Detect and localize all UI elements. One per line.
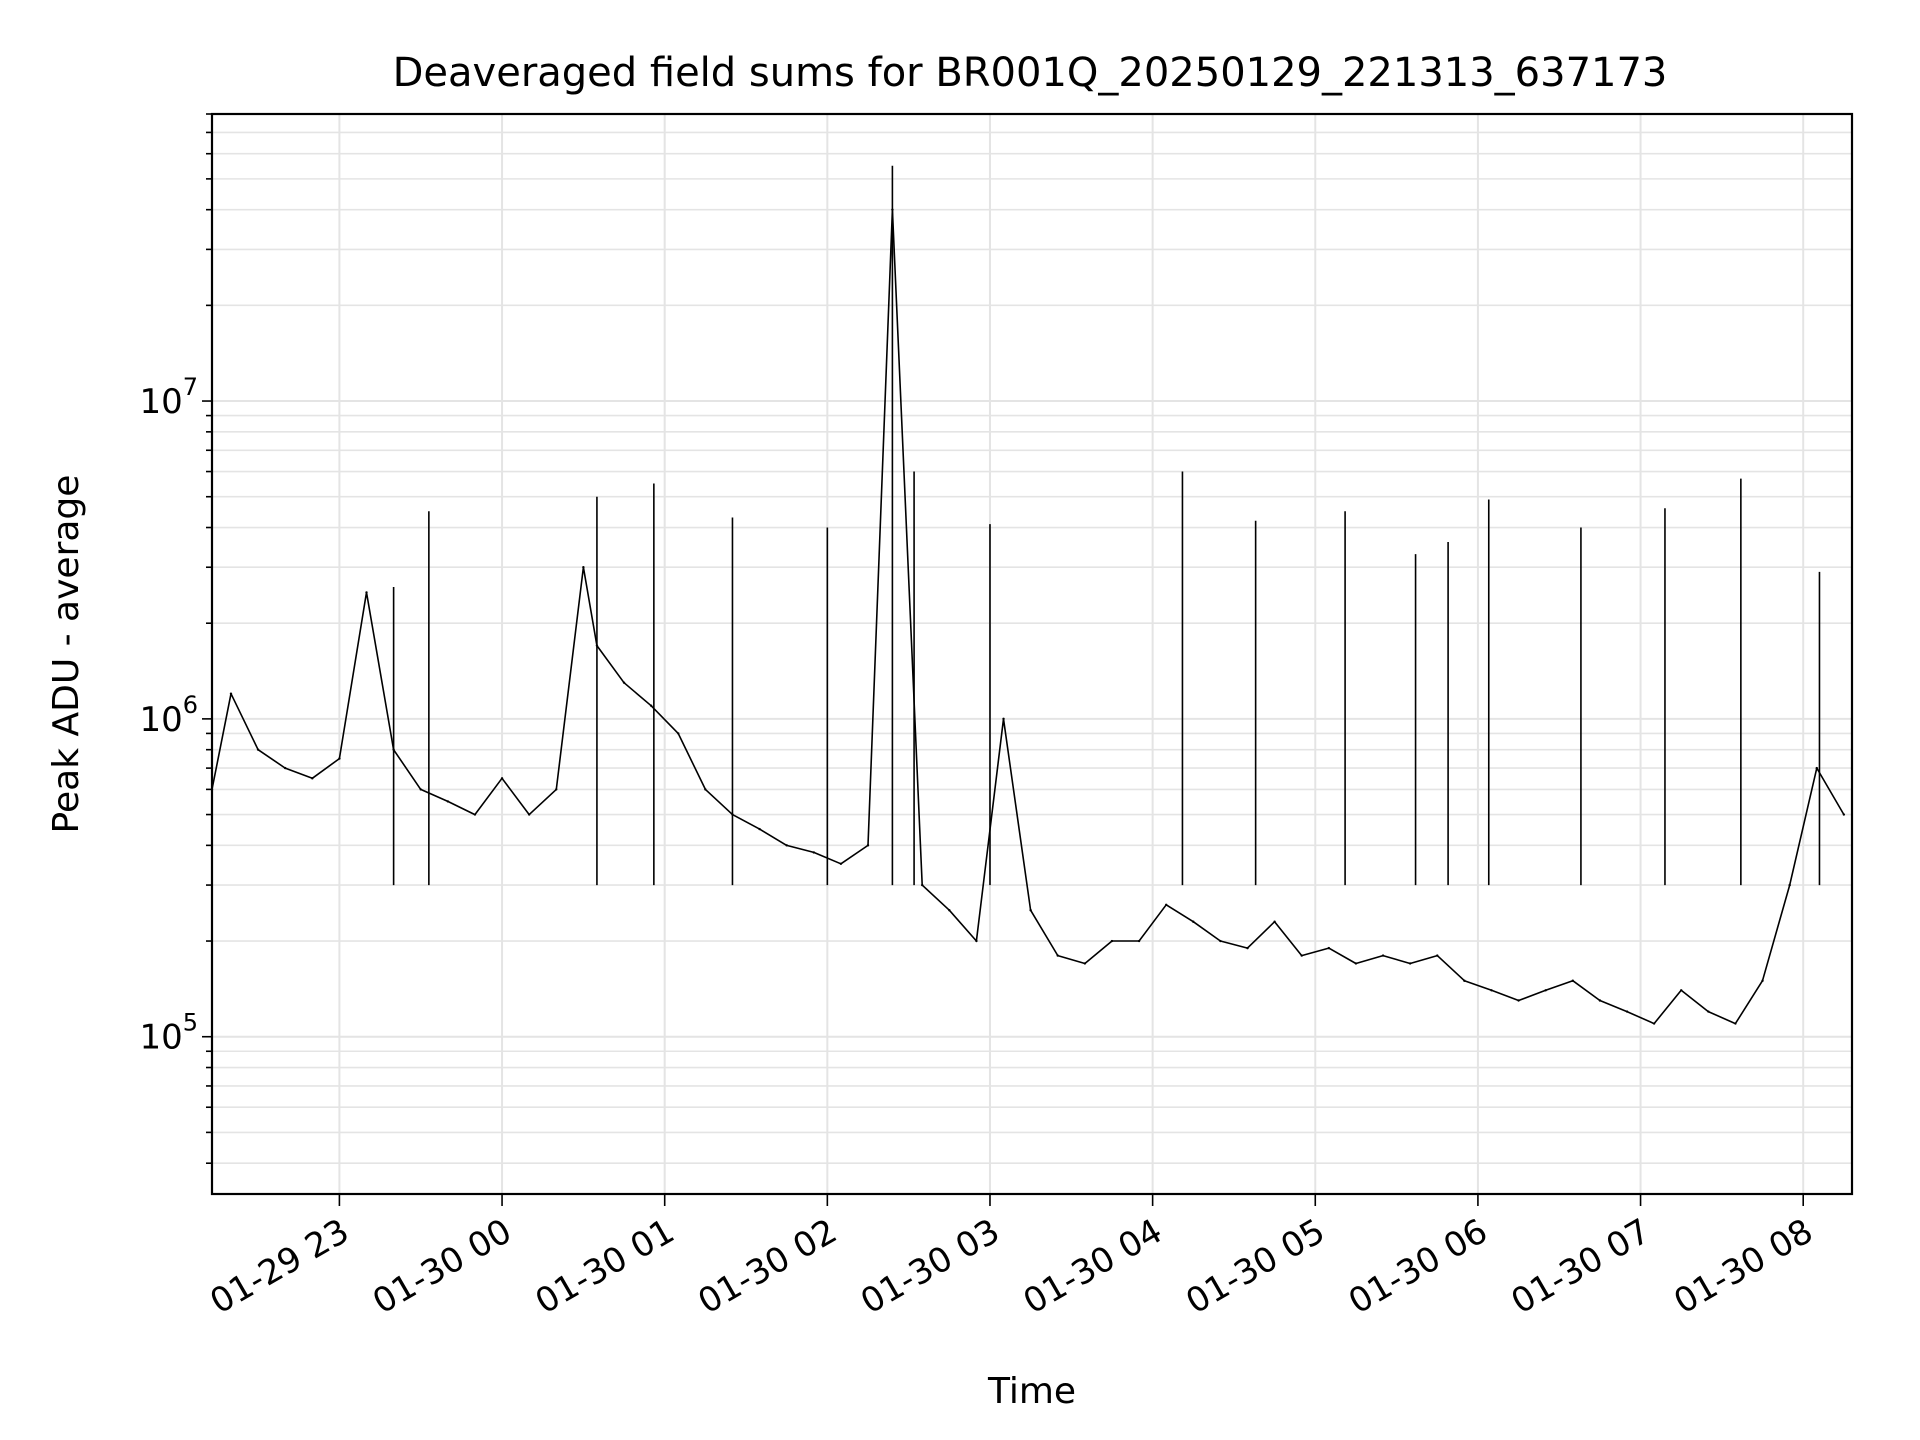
- data-point: [975, 939, 978, 943]
- data-point: [338, 757, 341, 760]
- data-point: [649, 704, 653, 707]
- data-point: [555, 788, 558, 791]
- data-point: [839, 862, 843, 865]
- data-point: [1842, 813, 1846, 816]
- data-point: [419, 788, 422, 791]
- data-point: [1110, 939, 1114, 943]
- data-point: [1734, 1022, 1737, 1025]
- series-group: [210, 165, 1846, 1025]
- data-point: [1327, 946, 1331, 950]
- data-point: [256, 748, 260, 751]
- y-tick-exponent: 5: [183, 1009, 198, 1037]
- data-point: [582, 566, 585, 569]
- data-point: [1083, 962, 1087, 965]
- data-point: [1436, 954, 1439, 957]
- data-point: [229, 692, 233, 695]
- data-point: [812, 851, 815, 854]
- data-point: [1002, 717, 1005, 721]
- data-point: [527, 813, 531, 816]
- data-point: [1544, 989, 1547, 992]
- data-point: [365, 591, 368, 594]
- y-tick-exponent: 7: [183, 373, 198, 401]
- data-point: [1300, 954, 1303, 957]
- y-tick-base: 10: [139, 1018, 182, 1058]
- data-point: [1571, 979, 1574, 982]
- series-line: [211, 208, 1845, 1025]
- data-point: [1219, 939, 1222, 943]
- data-point: [1354, 962, 1358, 965]
- data-point: [1652, 1022, 1656, 1025]
- data-point: [1463, 979, 1466, 982]
- data-point: [1137, 939, 1141, 943]
- data-point: [1707, 1010, 1710, 1013]
- data-point: [1761, 979, 1764, 982]
- data-point: [921, 883, 924, 887]
- data-point: [500, 777, 504, 780]
- data-point: [1680, 989, 1683, 992]
- data-point: [622, 681, 626, 684]
- plot-frame: [210, 112, 1854, 1196]
- data-point: [785, 844, 788, 847]
- y-tick-base: 10: [139, 382, 182, 422]
- data-point: [311, 777, 314, 780]
- data-point: [677, 732, 680, 735]
- data-point: [1029, 909, 1032, 912]
- data-point: [866, 844, 870, 847]
- data-point: [1490, 989, 1493, 992]
- data-point: [1815, 766, 1818, 770]
- data-point: [758, 827, 761, 831]
- data-point: [1192, 920, 1195, 923]
- data-point: [446, 800, 450, 803]
- grid: [212, 113, 1852, 1194]
- y-tick-exponent: 6: [183, 691, 198, 719]
- data-point: [1246, 946, 1249, 950]
- x-axis-label: Time: [987, 1371, 1076, 1412]
- data-point: [1598, 999, 1602, 1002]
- data-point: [1517, 999, 1520, 1002]
- data-point: [1788, 883, 1791, 887]
- data-point: [1273, 920, 1276, 923]
- data-point: [704, 788, 707, 791]
- data-point: [1056, 954, 1059, 957]
- data-point: [948, 909, 951, 912]
- data-point: [473, 813, 477, 816]
- y-tick-label: 107: [139, 373, 198, 422]
- y-tick-label: 106: [139, 691, 198, 740]
- y-axis-label: Peak ADU - average: [46, 475, 87, 834]
- data-point: [1625, 1010, 1629, 1013]
- data-point: [1408, 962, 1412, 965]
- y-tick-label: 105: [139, 1009, 198, 1058]
- data-point: [283, 766, 287, 770]
- chart-title: Deaveraged field sums for BR001Q_2025012…: [393, 50, 1668, 96]
- data-point: [1381, 954, 1385, 957]
- data-point: [1164, 903, 1168, 907]
- y-tick-base: 10: [139, 700, 182, 740]
